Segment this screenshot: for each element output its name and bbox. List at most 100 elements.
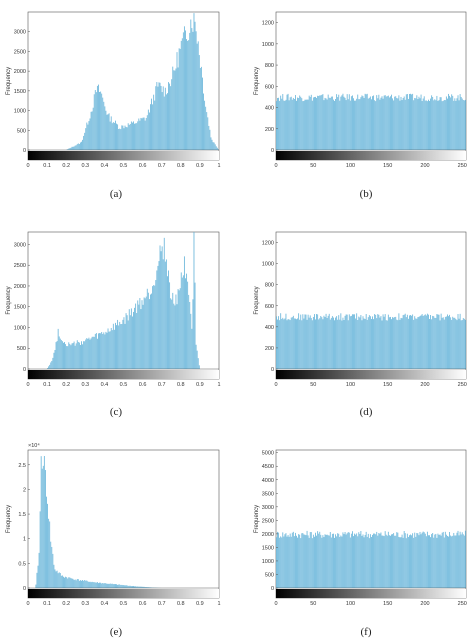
histogram-bar [411,535,413,588]
histogram-bar [296,100,297,150]
histogram-bar [159,82,161,150]
histogram-bar [58,572,60,588]
histogram-bar [303,534,305,588]
histogram-bar [111,123,113,150]
histogram-bar [40,456,42,588]
histogram-bar [86,122,88,150]
histogram-bar [371,99,372,150]
histogram-bar [125,313,127,369]
histogram-bar [296,535,297,588]
histogram-bar [365,531,367,588]
histogram-bar [155,280,157,369]
histogram-bar [422,98,424,150]
histogram-bar [135,303,137,369]
histogram-bar [290,317,292,369]
x-tick-label: 50 [310,163,316,169]
histogram-bar [425,315,427,369]
histogram-bar [444,316,446,369]
histogram-bar [338,533,340,588]
histogram-bar [308,537,310,588]
y-axis-label: Frequency [6,67,12,95]
histogram-bar [61,341,63,369]
histogram-bar [368,315,370,369]
histogram-bar [144,298,146,369]
y-tick-label: 3500 [262,491,274,497]
histogram-bar [50,541,52,588]
histogram-bar [426,531,428,588]
histogram-bar [74,145,76,150]
histogram-bar [301,98,303,150]
histogram-bar [438,100,440,150]
histogram-bar [283,536,285,588]
histogram-bar [105,331,107,369]
histogram-bar [325,98,327,150]
histogram-bar [419,98,421,150]
histogram-bar [445,316,447,369]
histogram-bar [215,146,217,150]
histogram-bar [352,314,353,369]
histogram-bar [282,532,284,588]
x-tick-label: 0.6 [139,163,147,169]
histogram-bar [189,32,191,150]
histogram-bar [457,530,459,588]
histogram-bar [281,537,283,588]
histogram-bar [445,534,447,588]
histogram-bar [390,316,391,369]
histogram-bar [67,578,69,588]
histogram-bar [103,101,105,150]
histogram-bar [303,318,305,369]
histogram-bar [54,349,56,369]
histogram-bar [302,314,304,369]
histogram-bar [417,99,419,150]
histogram-bar [128,585,130,588]
histogram-bar [317,531,319,588]
histogram-bar [359,317,361,369]
histogram-bar [320,315,322,369]
histogram-bar [122,125,124,150]
histogram-bar [288,319,290,369]
x-tick-label: 0.4 [101,163,109,169]
histogram-bar [453,100,455,150]
histogram-bar [329,532,331,588]
histogram-bar [131,122,133,150]
histogram-bars [276,530,466,588]
histogram-bar [396,532,398,588]
histogram-bar [139,586,141,588]
histogram-bar [330,537,332,588]
histogram-bar [461,532,463,588]
histogram-bar [380,532,382,588]
histogram-bar [381,96,383,150]
histogram-bar [63,576,64,588]
histogram-bar [129,123,131,150]
histogram-bar [90,111,92,150]
histogram-bar [305,535,307,588]
histogram-bar [394,317,396,369]
histogram-bar [459,313,461,369]
histogram-bar [188,40,190,151]
histogram-bar [146,115,148,150]
histogram-bar [305,314,307,369]
histogram-bar [194,21,196,150]
histogram-bar [156,270,158,369]
histogram-bar [41,468,43,588]
histogram-bar [402,315,404,369]
histogram-bar [341,95,343,150]
histogram-bar [81,580,82,588]
histogram-bar [354,533,356,588]
histogram-bar [442,317,444,369]
histogram-bar [403,531,405,588]
histogram-bar [78,580,80,588]
histogram-bar [291,99,293,150]
histogram-bar [91,336,93,369]
histogram-bar [55,571,57,588]
histogram-bar [463,535,465,588]
histogram-bar [406,94,408,150]
histogram-bar [196,43,198,150]
y-tick-label: 2500 [262,518,274,524]
histogram-bar [443,99,445,150]
histogram-bar [191,28,193,150]
histogram-bar [401,534,403,588]
histogram-bar [382,98,384,150]
histogram-bar [292,97,294,150]
y-tick-label: 4000 [262,478,274,484]
